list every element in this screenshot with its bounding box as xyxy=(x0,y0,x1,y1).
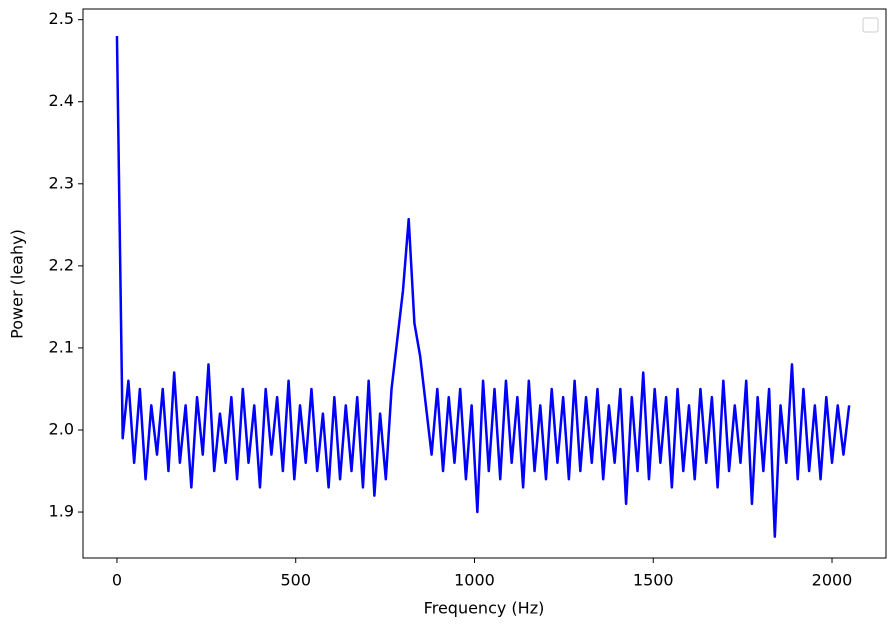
y-tick-label: 2.2 xyxy=(49,255,74,274)
y-tick-label: 2.5 xyxy=(49,9,74,28)
legend xyxy=(862,17,879,33)
x-tick-label: 2000 xyxy=(812,571,853,590)
plot-frame xyxy=(82,8,887,559)
x-tick-label: 500 xyxy=(280,571,311,590)
y-tick-label: 2.4 xyxy=(49,91,74,110)
x-tick-label: 1500 xyxy=(633,571,674,590)
x-tick-label: 0 xyxy=(112,571,122,590)
y-tick-label: 2.3 xyxy=(49,173,74,192)
data-line xyxy=(115,36,851,538)
x-tick-label: 1000 xyxy=(454,571,495,590)
x-axis-label: Frequency (Hz) xyxy=(424,599,545,618)
y-axis-label: Power (leahy) xyxy=(8,229,27,339)
y-tick-label: 2.0 xyxy=(49,419,74,438)
y-tick-label: 2.1 xyxy=(49,337,74,356)
y-tick-label: 1.9 xyxy=(49,502,74,521)
